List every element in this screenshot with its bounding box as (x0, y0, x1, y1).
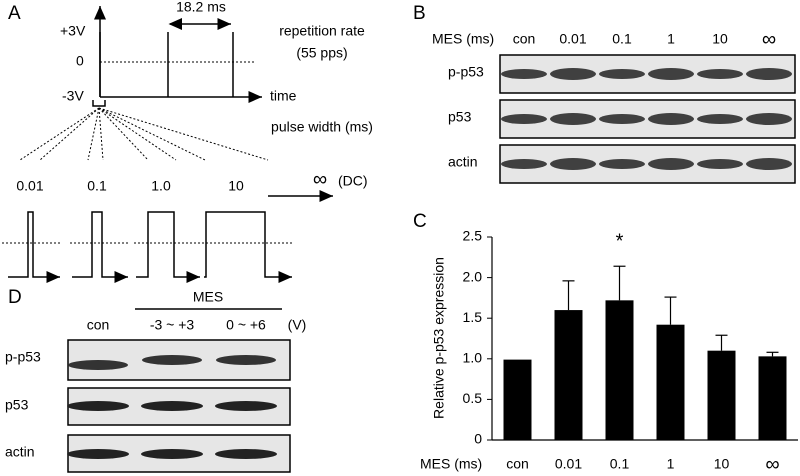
level-label: 0 (76, 53, 84, 69)
lane-label: 0.01 (559, 31, 586, 47)
waveform (2, 6, 333, 283)
band (67, 449, 129, 459)
x-tick-label: con (506, 456, 529, 472)
band (599, 159, 645, 169)
x-axis-label: MES (ms) (420, 456, 482, 472)
axis-label: time (270, 88, 297, 104)
blot (499, 144, 796, 184)
y-tick-label: 1.5 (463, 309, 483, 325)
panel-label: C (413, 211, 427, 232)
pulse-width-label: pulse width (ms) (271, 119, 373, 135)
pulse-label: 10 (228, 178, 244, 194)
band (501, 159, 547, 169)
band (599, 114, 645, 124)
pulse-label: 0.1 (87, 178, 107, 194)
x-tick-label: 0.01 (555, 456, 582, 472)
level-label: -3V (62, 88, 84, 104)
pulse-label: 0.01 (16, 178, 43, 194)
lane-label: ∞ (762, 28, 776, 50)
lane-label: 1 (667, 31, 675, 47)
row-label: p-p53 (5, 349, 41, 365)
x-tick-label: ∞ (765, 453, 779, 475)
y-axis-label: Relative p-p53 expression (431, 257, 447, 419)
blot (499, 99, 796, 139)
band (216, 355, 276, 365)
panel-label: D (8, 287, 22, 308)
band (550, 68, 596, 80)
lane-label: 0 ~ +6 (226, 317, 266, 333)
band (68, 360, 128, 370)
x-tick-label: 0.1 (610, 456, 630, 472)
row-label: p-p53 (448, 64, 484, 80)
dc-label: (DC) (338, 173, 368, 189)
band (697, 159, 743, 169)
band (599, 69, 645, 79)
dc-symbol: ∞ (313, 168, 327, 190)
annotation: * (616, 230, 624, 252)
band (648, 158, 694, 170)
band (142, 355, 202, 365)
x-tick-label: 1 (667, 456, 675, 472)
rate-label: repetition rate (279, 23, 365, 39)
panel-label: B (413, 3, 426, 24)
bar (656, 324, 685, 440)
y-tick-label: 0 (474, 431, 482, 447)
pulse-label: 1.0 (151, 178, 171, 194)
row-label: actin (5, 444, 35, 460)
y-tick-label: 0.5 (463, 390, 483, 406)
lane-label: con (87, 317, 110, 333)
bar (758, 356, 787, 440)
band (648, 68, 694, 80)
lane-label: con (513, 31, 536, 47)
header: MES (ms) (432, 31, 494, 47)
band (501, 69, 547, 79)
band (550, 158, 596, 170)
bar (554, 310, 583, 440)
row-label: p53 (5, 397, 29, 413)
x-tick-label: 10 (714, 456, 730, 472)
band (141, 449, 203, 459)
level-label: +3V (60, 23, 86, 39)
row-label: actin (448, 154, 478, 170)
rate-label: (55 pps) (296, 45, 347, 61)
panel-label: A (8, 3, 21, 24)
band (141, 401, 203, 411)
lane-label: -3 ~ +3 (150, 317, 195, 333)
band (550, 113, 596, 125)
y-tick-label: 2.0 (463, 268, 483, 284)
y-tick-label: 1.0 (463, 350, 483, 366)
band (697, 69, 743, 79)
unit-label: (V) (288, 317, 307, 333)
band (67, 401, 129, 411)
band (746, 158, 792, 170)
bar (605, 300, 634, 440)
band (746, 68, 792, 80)
y-tick-label: 2.5 (463, 228, 483, 244)
group-label: MES (193, 289, 223, 305)
lane-label: 10 (712, 31, 728, 47)
bar (503, 359, 532, 440)
band (746, 113, 792, 125)
band (215, 401, 277, 411)
bar (707, 350, 736, 440)
period-label: 18.2 ms (176, 0, 226, 15)
band (501, 114, 547, 124)
band (648, 113, 694, 125)
blot (499, 54, 796, 94)
band (697, 114, 743, 124)
lane-label: 0.1 (612, 31, 632, 47)
band (215, 449, 277, 459)
row-label: p53 (448, 109, 472, 125)
